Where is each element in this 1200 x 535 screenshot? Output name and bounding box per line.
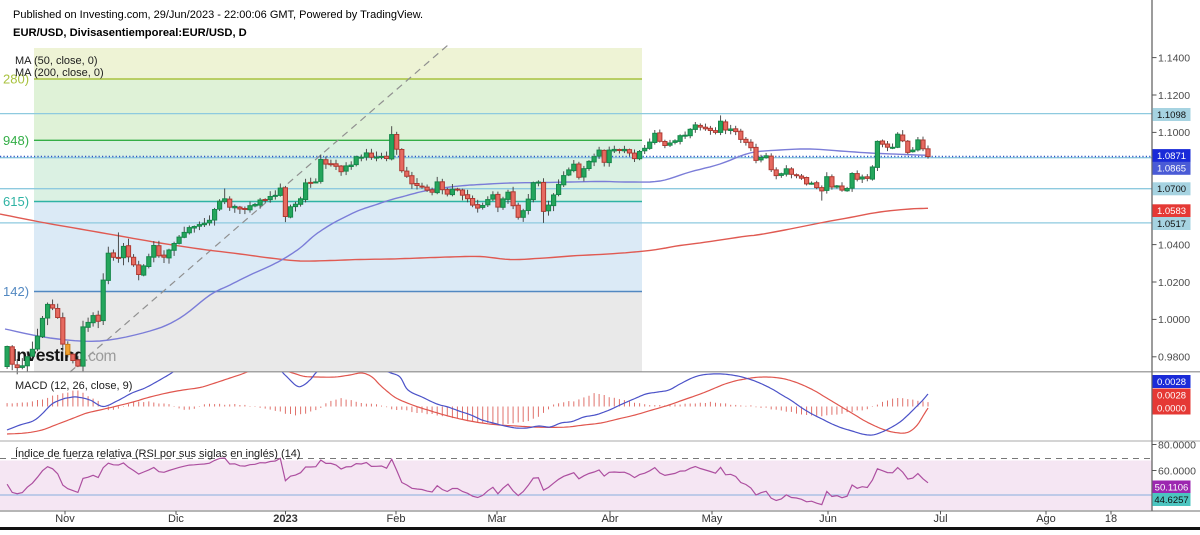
svg-text:Nov: Nov xyxy=(55,513,75,525)
svg-text:0.0028: 0.0028 xyxy=(1157,377,1186,388)
svg-text:1.0517: 1.0517 xyxy=(1157,219,1186,230)
svg-text:1.0865: 1.0865 xyxy=(1157,164,1186,175)
svg-text:948): 948) xyxy=(3,133,29,148)
svg-text:Investing.com: Investing.com xyxy=(12,345,116,365)
svg-text:44.6257: 44.6257 xyxy=(1154,495,1188,506)
svg-text:18: 18 xyxy=(1105,513,1117,525)
svg-text:1.0400: 1.0400 xyxy=(1158,239,1190,251)
svg-text:Dic: Dic xyxy=(168,513,184,525)
svg-text:Índice de fuerza relativa (RSI: Índice de fuerza relativa (RSI por sus s… xyxy=(15,447,301,460)
svg-text:Abr: Abr xyxy=(601,513,618,525)
svg-text:MA (200, close, 0): MA (200, close, 0) xyxy=(15,67,104,79)
svg-text:0.9800: 0.9800 xyxy=(1158,352,1190,364)
svg-text:80.0000: 80.0000 xyxy=(1158,439,1196,451)
svg-text:1.0583: 1.0583 xyxy=(1157,206,1186,217)
svg-text:615): 615) xyxy=(3,194,29,209)
svg-text:Ago: Ago xyxy=(1036,513,1056,525)
svg-text:EUR/USD, Divisasentiemporeal:E: EUR/USD, Divisasentiemporeal:EUR/USD, D xyxy=(13,27,247,39)
svg-text:1.0000: 1.0000 xyxy=(1158,314,1190,326)
svg-text:Jun: Jun xyxy=(819,513,837,525)
svg-text:2023: 2023 xyxy=(273,513,297,525)
svg-text:1.1400: 1.1400 xyxy=(1158,52,1190,64)
svg-text:Mar: Mar xyxy=(488,513,507,525)
svg-text:0.0000: 0.0000 xyxy=(1157,403,1186,414)
svg-text:142): 142) xyxy=(3,284,29,299)
svg-text:1.0200: 1.0200 xyxy=(1158,277,1190,289)
svg-text:Jul: Jul xyxy=(933,513,947,525)
svg-text:1.1098: 1.1098 xyxy=(1157,110,1186,121)
svg-text:1.1200: 1.1200 xyxy=(1158,90,1190,102)
svg-text:Published on Investing.com, 29: Published on Investing.com, 29/Jun/2023 … xyxy=(13,9,423,21)
svg-text:1.1000: 1.1000 xyxy=(1158,127,1190,139)
svg-text:280): 280) xyxy=(3,72,29,87)
svg-text:0.0028: 0.0028 xyxy=(1157,390,1186,401)
svg-text:MA (50, close, 0): MA (50, close, 0) xyxy=(15,55,98,67)
svg-text:1.0700: 1.0700 xyxy=(1157,184,1186,195)
svg-text:50.1106: 50.1106 xyxy=(1155,482,1189,493)
svg-text:MACD (12, 26, close, 9): MACD (12, 26, close, 9) xyxy=(15,380,132,392)
svg-text:Feb: Feb xyxy=(387,513,406,525)
svg-text:60.0000: 60.0000 xyxy=(1158,465,1196,477)
svg-text:1.0871: 1.0871 xyxy=(1157,151,1186,162)
svg-text:May: May xyxy=(702,513,723,525)
